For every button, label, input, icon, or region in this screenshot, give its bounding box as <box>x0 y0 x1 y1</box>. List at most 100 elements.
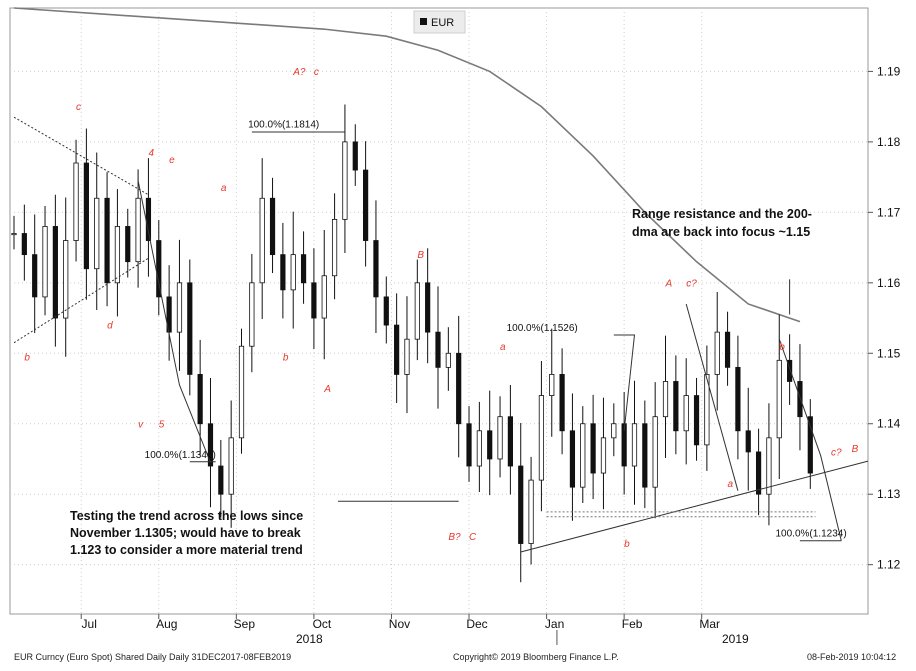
legend-swatch <box>420 18 427 25</box>
y-tick-label: 1.19 <box>877 64 901 78</box>
trendline-lows <box>520 460 869 553</box>
candle-body <box>673 381 679 432</box>
wave-label: b <box>24 352 30 363</box>
year-label-2018: 2018 <box>296 632 323 646</box>
candle-body <box>331 218 338 277</box>
candle-body <box>507 416 513 467</box>
candle-body <box>404 338 410 375</box>
candle-body <box>621 423 627 467</box>
candle-body <box>114 226 121 284</box>
candle-body <box>642 423 648 488</box>
candle-body <box>176 282 183 333</box>
wave-label: c <box>314 67 319 78</box>
candle-body <box>497 416 503 460</box>
candle-body <box>724 331 731 368</box>
x-tick-label: Jul <box>82 617 97 631</box>
x-tick-label: Aug <box>156 617 177 631</box>
wave-label: e <box>169 155 175 166</box>
candle-body <box>187 282 193 375</box>
wave-label: b <box>779 342 785 353</box>
candle-body <box>755 451 762 495</box>
y-tick-label: 1.15 <box>877 346 901 360</box>
annotation-trend-line3: 1.123 to consider a more material trend <box>70 543 303 557</box>
candle-body <box>704 374 710 446</box>
candle-body <box>797 381 803 418</box>
candle-body <box>259 197 265 284</box>
y-tick-label: 1.18 <box>877 135 901 149</box>
candle-body <box>425 282 431 333</box>
candles <box>11 104 813 583</box>
wave-label: d <box>107 321 113 332</box>
candle-body <box>569 430 576 488</box>
wave-label: a <box>500 342 506 353</box>
wave-line-mid <box>685 303 739 491</box>
wave-line-right <box>778 339 842 541</box>
fib-label: 100.0%(1.1346) <box>145 450 216 461</box>
y-tick-label: 1.14 <box>877 417 901 431</box>
candle-body <box>73 162 79 241</box>
candle-body <box>42 226 48 298</box>
candle-body <box>580 423 586 488</box>
ma200-line <box>13 7 801 323</box>
candle-body <box>559 374 565 432</box>
x-tick-label: Nov <box>389 617 410 631</box>
candle-body <box>807 416 813 474</box>
y-tick-label: 1.17 <box>877 205 901 219</box>
annotation-resistance-line1: Range resistance and the 200- <box>632 207 812 221</box>
wave-label: a <box>221 183 227 194</box>
candle-body <box>600 437 607 474</box>
candle-body <box>352 141 358 171</box>
x-tick-label: Sep <box>234 617 256 631</box>
candle-body <box>269 197 276 256</box>
candle-body <box>518 465 524 544</box>
candle-body <box>21 233 27 256</box>
wave-line-left <box>137 180 211 463</box>
footer-right: 08-Feb-2019 10:04:12 <box>807 652 896 662</box>
wave-label: b <box>624 539 630 550</box>
triangle-upper-line <box>13 116 149 196</box>
y-tick-label: 1.16 <box>877 276 901 290</box>
candle-body <box>766 437 772 495</box>
candle-body <box>714 331 720 375</box>
candle-body <box>197 374 203 425</box>
candle-body <box>363 169 369 241</box>
candle-body <box>776 359 782 439</box>
trend-lines <box>13 116 869 553</box>
candle-body <box>662 381 669 418</box>
legend: EUR <box>413 10 466 34</box>
y-tick-label: 1.13 <box>877 487 901 501</box>
wave-label: c <box>76 102 81 113</box>
candle-body <box>466 423 472 467</box>
candle-body <box>300 254 307 284</box>
wave-label: A? <box>292 67 306 78</box>
legend-label: EUR <box>431 17 454 29</box>
candle-body <box>435 331 441 368</box>
candle-body <box>652 416 658 488</box>
candle-body <box>528 479 534 544</box>
wave-label: C <box>469 532 477 543</box>
fib-line-1526 <box>613 334 636 431</box>
candle-body <box>787 359 793 382</box>
candle-body <box>207 423 214 467</box>
candle-body <box>445 352 451 368</box>
candle-body <box>238 345 245 439</box>
x-tick-label: Mar <box>699 617 720 631</box>
candle-body <box>414 282 420 340</box>
candle-body <box>476 430 482 467</box>
footer-left: EUR Curncy (Euro Spot) Shared Daily Dail… <box>14 652 291 662</box>
annotation-resistance-line2: dma are back into focus ~1.15 <box>632 225 810 239</box>
annotation-trend-line1: Testing the trend across the lows since <box>70 509 303 523</box>
candle-body <box>156 240 162 298</box>
legend-box <box>413 10 466 34</box>
annotation-trend-line2: November 1.1305; would have to break <box>70 526 301 540</box>
candle-body <box>11 233 17 236</box>
candle-body <box>135 197 141 263</box>
wave-label: B? <box>448 532 461 543</box>
x-tick-label: Oct <box>313 617 332 631</box>
wave-label: 4 <box>148 148 154 159</box>
wave-label: b <box>283 352 289 363</box>
candle-body <box>104 197 110 284</box>
wave-label: a <box>728 479 734 490</box>
